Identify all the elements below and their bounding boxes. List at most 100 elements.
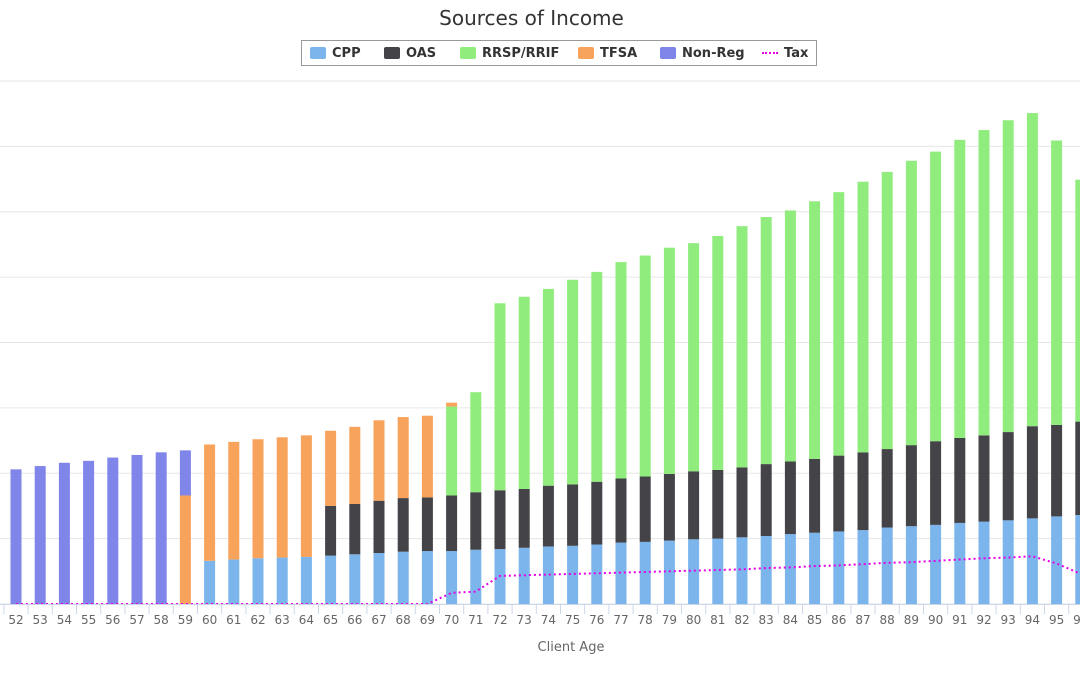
bar-rrsp-rrif-88	[881, 171, 893, 450]
bar-rrsp-rrif-79	[663, 247, 675, 474]
bar-non-reg-53	[34, 466, 46, 604]
legend-label-tfsa: TFSA	[600, 45, 638, 61]
bar-rrsp-rrif-78	[639, 255, 651, 477]
bar-tfsa-63	[276, 437, 288, 558]
bar-cpp-60	[204, 560, 216, 604]
x-tick-label-65: 65	[323, 613, 338, 627]
bar-rrsp-rrif-87	[857, 181, 869, 453]
bar-cpp-77	[615, 542, 627, 604]
bar-non-reg-54	[58, 462, 70, 604]
legend-swatch-non-reg	[660, 47, 676, 59]
x-tick-label-57: 57	[129, 613, 144, 627]
legend-line-tax	[762, 52, 778, 54]
legend-item-rrsp-rrif[interactable]: RRSP/RRIF	[460, 41, 559, 65]
bar-oas-67	[373, 500, 385, 554]
bar-tfsa-61	[228, 441, 240, 560]
legend-item-oas[interactable]: OAS	[384, 41, 436, 65]
bar-cpp-66	[349, 554, 361, 604]
bar-oas-90	[930, 441, 942, 525]
bar-non-reg-59	[179, 450, 191, 496]
bar-cpp-65	[325, 555, 337, 604]
bar-tfsa-65	[325, 430, 337, 506]
bar-oas-82	[736, 467, 748, 538]
bar-oas-84	[784, 461, 796, 535]
x-tick-label-73: 73	[517, 613, 532, 627]
bar-oas-75	[567, 484, 579, 546]
bar-oas-65	[325, 505, 337, 556]
bar-cpp-94	[1026, 518, 1038, 604]
bar-cpp-61	[228, 559, 240, 604]
bar-cpp-88	[881, 527, 893, 604]
bar-oas-70	[446, 495, 458, 552]
bar-cpp-85	[809, 532, 821, 604]
legend-swatch-rrsp-rrif	[460, 47, 476, 59]
x-tick-label-80: 80	[686, 613, 701, 627]
bar-oas-69	[421, 497, 433, 552]
bar-cpp-69	[421, 551, 433, 604]
bar-oas-74	[542, 485, 554, 547]
bar-cpp-62	[252, 558, 264, 604]
x-tick-label-90: 90	[928, 613, 943, 627]
x-tick-label-88: 88	[880, 613, 895, 627]
x-tick-label-56: 56	[105, 613, 120, 627]
bar-tfsa-68	[397, 417, 409, 499]
legend-item-tax[interactable]: Tax	[762, 41, 808, 65]
x-tick-label-85: 85	[807, 613, 822, 627]
legend-swatch-oas	[384, 47, 400, 59]
bar-oas-72	[494, 490, 506, 550]
x-tick-label-71: 71	[468, 613, 483, 627]
bar-rrsp-rrif-89	[905, 160, 917, 446]
bar-cpp-75	[567, 545, 579, 604]
bar-rrsp-rrif-91	[954, 139, 966, 438]
bar-oas-87	[857, 452, 869, 531]
legend-item-tfsa[interactable]: TFSA	[578, 41, 637, 65]
bar-oas-86	[833, 455, 845, 532]
bar-cpp-71	[470, 549, 482, 604]
bar-cpp-83	[760, 536, 772, 604]
legend-item-cpp[interactable]: CPP	[310, 41, 361, 65]
x-tick-label-66: 66	[347, 613, 362, 627]
bar-rrsp-rrif-94	[1026, 113, 1038, 427]
bar-oas-68	[397, 498, 409, 552]
x-tick-label-67: 67	[371, 613, 386, 627]
bar-oas-80	[688, 471, 700, 540]
bar-tfsa-66	[349, 426, 361, 504]
bar-cpp-87	[857, 530, 869, 604]
x-tick-label-83: 83	[759, 613, 774, 627]
x-tick-label-68: 68	[396, 613, 411, 627]
bar-rrsp-rrif-96	[1075, 179, 1080, 422]
x-tick-label-64: 64	[299, 613, 314, 627]
bar-oas-76	[591, 481, 603, 545]
bar-cpp-96	[1075, 515, 1080, 604]
bar-oas-89	[905, 445, 917, 527]
bar-tfsa-67	[373, 420, 385, 501]
bar-cpp-63	[276, 557, 288, 604]
x-tick-label-93: 93	[1001, 613, 1016, 627]
bar-oas-81	[712, 469, 724, 539]
x-tick-label-86: 86	[831, 613, 846, 627]
bar-cpp-80	[688, 539, 700, 604]
bar-rrsp-rrif-80	[688, 243, 700, 472]
bar-rrsp-rrif-83	[760, 216, 772, 465]
bar-non-reg-55	[83, 460, 95, 604]
legend-label-non-reg: Non-Reg	[682, 45, 745, 61]
bar-rrsp-rrif-72	[494, 303, 506, 491]
legend-item-non-reg[interactable]: Non-Reg	[660, 41, 745, 65]
x-tick-label-60: 60	[202, 613, 217, 627]
bar-cpp-67	[373, 553, 385, 604]
x-tick-label-72: 72	[492, 613, 507, 627]
bar-oas-95	[1051, 424, 1063, 517]
x-tick-label-53: 53	[33, 613, 48, 627]
x-tick-label-95: 95	[1049, 613, 1064, 627]
chart-title: Sources of Income	[439, 6, 624, 30]
bar-non-reg-52	[10, 469, 22, 604]
bar-cpp-81	[712, 538, 724, 604]
bar-tfsa-70	[446, 402, 458, 407]
bar-cpp-86	[833, 531, 845, 604]
bar-rrsp-rrif-75	[567, 279, 579, 485]
legend-label-rrsp-rrif: RRSP/RRIF	[482, 45, 560, 61]
x-tick-label-59: 59	[178, 613, 193, 627]
x-tick-label-70: 70	[444, 613, 459, 627]
bar-cpp-76	[591, 544, 603, 604]
